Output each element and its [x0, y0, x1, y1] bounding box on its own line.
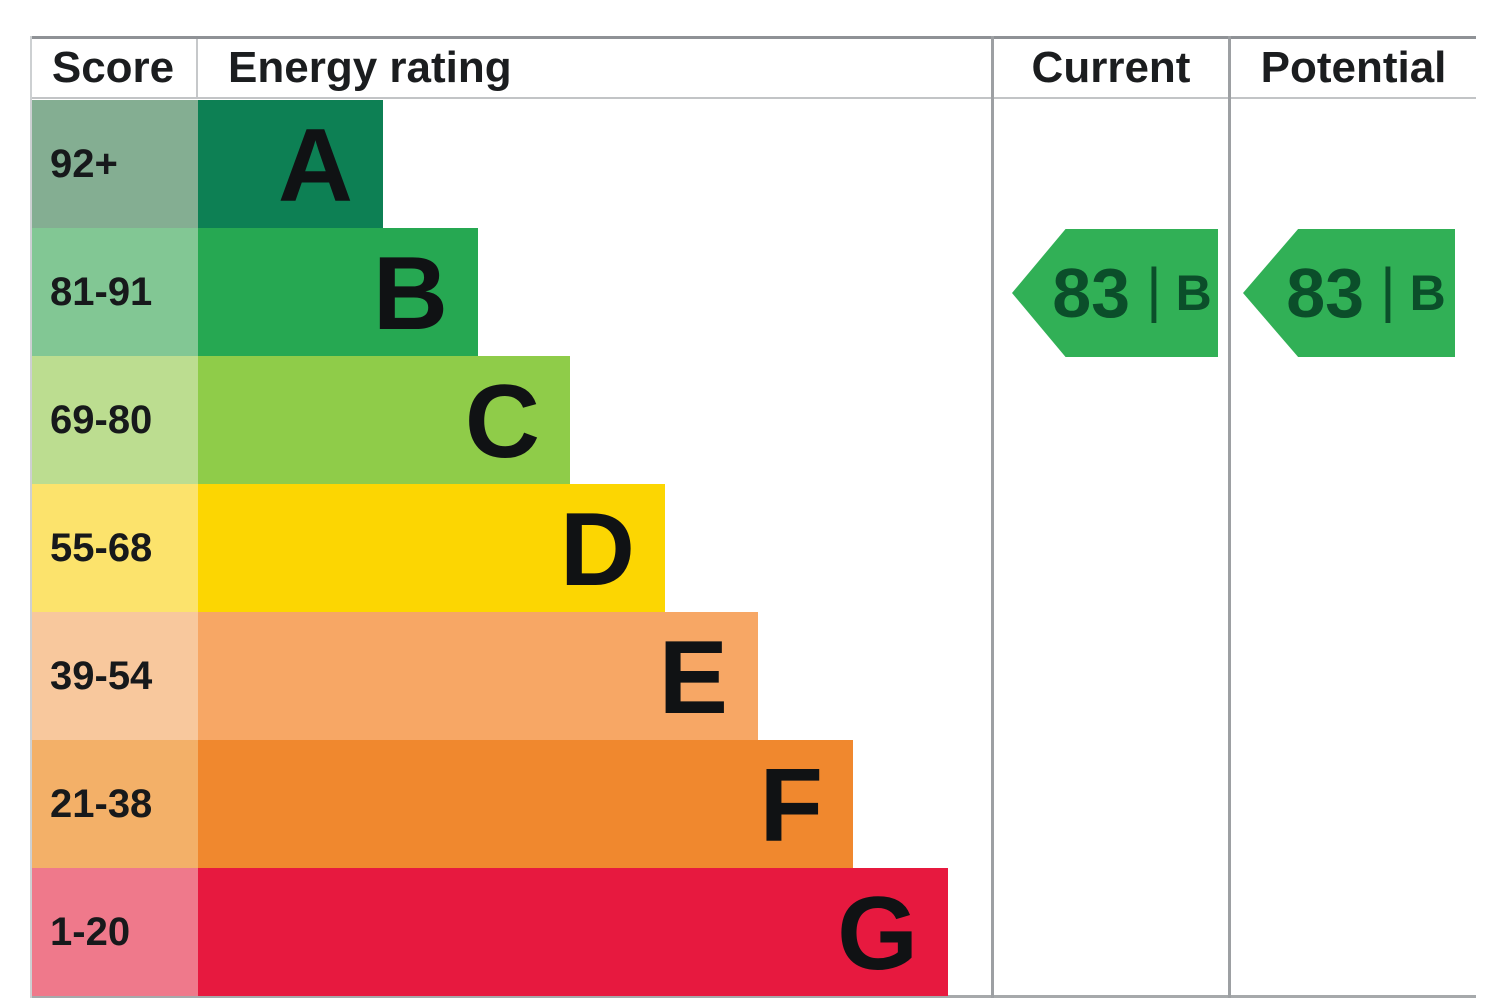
rating-letter: A [277, 108, 353, 224]
rating-letter: B [372, 236, 448, 352]
band-row-e: 39-54 E [32, 612, 1476, 740]
score-range-label: 21-38 [50, 781, 153, 826]
rating-bar-a: A [198, 100, 383, 228]
band-row-a: 92+ A [32, 100, 1476, 228]
band-row-c: 69-80 C [32, 356, 1476, 484]
rating-letter: G [837, 876, 918, 992]
table-top-border [30, 36, 1476, 39]
header-underline [30, 97, 1476, 99]
score-range-cell: 55-68 [32, 484, 198, 612]
score-range-label: 81-91 [50, 269, 153, 314]
rating-letter: C [464, 364, 540, 480]
rating-letter: F [759, 748, 823, 864]
score-range-cell: 92+ [32, 100, 198, 228]
score-range-label: 1-20 [50, 909, 131, 954]
current-column-separator [991, 36, 994, 998]
potential-band-letter: B [1409, 265, 1446, 321]
rating-bar-d: D [198, 484, 665, 612]
score-range-label: 39-54 [50, 653, 153, 698]
band-row-f: 21-38 F [32, 740, 1476, 868]
rating-bar-e: E [198, 612, 758, 740]
energy-rating-header: Energy rating [228, 43, 512, 92]
potential-separator: | [1380, 256, 1396, 323]
potential-header: Potential [1260, 43, 1447, 92]
band-row-b: 81-91 B [32, 228, 1476, 356]
rating-letter: E [658, 620, 728, 736]
current-band-letter: B [1175, 265, 1212, 321]
score-range-label: 92+ [50, 141, 118, 186]
potential-column-separator [1228, 36, 1231, 998]
band-row-g: 1-20 G [32, 868, 1476, 996]
score-column-separator [196, 39, 198, 97]
score-header: Score [51, 43, 175, 92]
score-range-cell: 39-54 [32, 612, 198, 740]
rating-bar-c: C [198, 356, 570, 484]
table-left-border [30, 36, 32, 998]
rating-bar-b: B [198, 228, 478, 356]
current-separator: | [1146, 256, 1162, 323]
rating-bar-f: F [198, 740, 853, 868]
score-range-label: 55-68 [50, 525, 153, 570]
rating-bar-g: G [198, 868, 948, 996]
current-header: Current [1031, 43, 1191, 92]
score-range-cell: 81-91 [32, 228, 198, 356]
table-bottom-border [30, 995, 1476, 998]
score-range-cell: 1-20 [32, 868, 198, 996]
band-row-d: 55-68 D [32, 484, 1476, 612]
current-score-value: 83 [1052, 254, 1131, 332]
score-range-cell: 69-80 [32, 356, 198, 484]
score-range-label: 69-80 [50, 397, 153, 442]
rating-letter: D [559, 492, 635, 608]
potential-score-value: 83 [1286, 254, 1365, 332]
score-range-cell: 21-38 [32, 740, 198, 868]
